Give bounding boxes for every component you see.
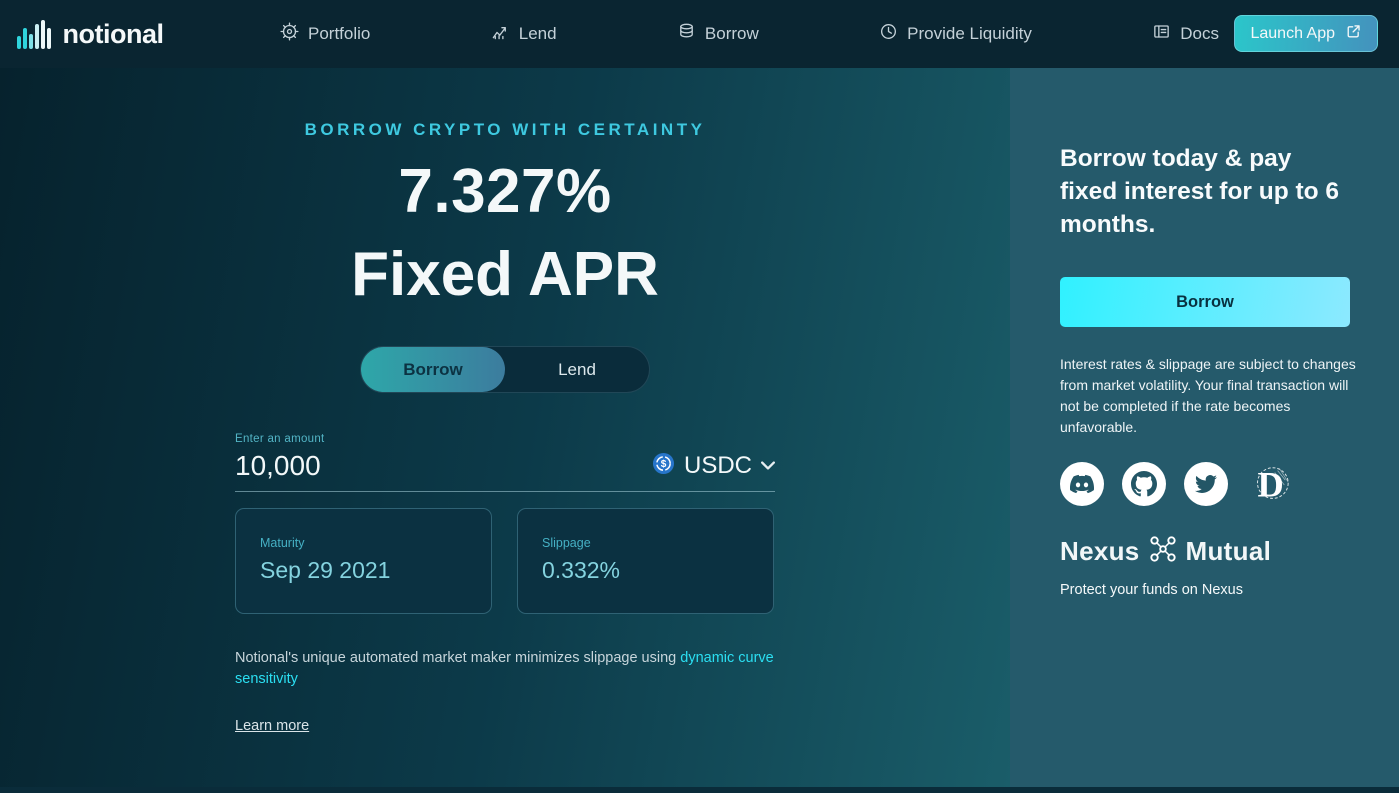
currency-name: USDC — [683, 452, 752, 479]
coin-stack-icon — [677, 22, 696, 46]
nexus-mutual-logo[interactable]: Nexus Mutual — [1060, 533, 1350, 570]
cta-sidebar: Borrow today & pay fixed interest for up… — [1010, 68, 1399, 793]
nav-item-label: Provide Liquidity — [907, 24, 1032, 43]
amount-input[interactable] — [235, 450, 535, 482]
detail-cards: Maturity Sep 29 2021 Slippage 0.332% — [235, 508, 775, 614]
mutual-word: Mutual — [1185, 536, 1272, 566]
toggle-option-lend[interactable]: Lend — [558, 359, 596, 379]
clock-icon — [879, 22, 898, 46]
input-underline — [235, 491, 775, 492]
hero-content: BORROW CRYPTO WITH CERTAINTY 7.327% Fixe… — [235, 120, 775, 735]
nexus-mutual-icon — [1147, 533, 1179, 570]
github-icon[interactable] — [1122, 462, 1166, 506]
bottom-section-edge — [0, 787, 1399, 793]
main-nav: Portfolio Lend Borrow Provide Liquidity — [280, 22, 1219, 46]
svg-text:D: D — [1258, 464, 1284, 504]
social-links: D — [1060, 461, 1350, 507]
trend-chart-icon — [491, 22, 510, 46]
nav-item-docs[interactable]: Docs — [1152, 22, 1219, 46]
slippage-label: Slippage — [542, 536, 591, 550]
usdc-icon: $ — [652, 452, 675, 480]
learn-more-link[interactable]: Learn more — [235, 718, 310, 734]
nav-item-borrow[interactable]: Borrow — [677, 22, 759, 46]
external-link-icon — [1345, 23, 1362, 45]
svg-text:$: $ — [661, 459, 667, 470]
hero-rate-caption: Fixed APR — [351, 240, 659, 309]
nexus-caption: Protect your funds on Nexus — [1060, 582, 1243, 598]
nexus-word: Nexus — [1060, 536, 1140, 566]
defiant-d-icon[interactable]: D — [1246, 461, 1292, 507]
slippage-card: Slippage 0.332% — [517, 508, 774, 614]
notional-logo-icon — [17, 19, 51, 49]
launch-app-label: Launch App — [1250, 24, 1335, 42]
nav-item-lend[interactable]: Lend — [491, 22, 557, 46]
slippage-value: 0.332% — [542, 557, 621, 583]
borrow-lend-toggle: Borrow Lend — [360, 346, 650, 393]
sidebar-heading: Borrow today & pay fixed interest for up… — [1060, 145, 1340, 238]
nav-item-provide-liquidity[interactable]: Provide Liquidity — [879, 22, 1032, 46]
sidebar-disclaimer: Interest rates & slippage are subject to… — [1060, 356, 1356, 435]
nav-item-label: Lend — [518, 24, 557, 43]
nav-item-label: Borrow — [704, 24, 759, 43]
maturity-label: Maturity — [260, 536, 305, 550]
launch-app-button[interactable]: Launch App — [1234, 15, 1378, 52]
borrow-cta-button[interactable]: Borrow — [1060, 277, 1350, 327]
toggle-option-borrow[interactable]: Borrow — [361, 347, 505, 392]
twitter-icon[interactable] — [1184, 462, 1228, 506]
amount-row: $ USDC — [235, 450, 775, 482]
hero-eyebrow: BORROW CRYPTO WITH CERTAINTY — [304, 120, 706, 139]
hero-rate-value: 7.327% — [398, 157, 612, 226]
top-navbar: notional Portfolio Lend Borrow — [0, 0, 1399, 68]
brand-logo[interactable]: notional — [17, 18, 164, 50]
document-icon — [1152, 22, 1171, 46]
dynamic-curve-link[interactable]: dynamic curve sensitivity — [235, 650, 774, 687]
portfolio-icon — [280, 22, 299, 46]
nav-item-label: Docs — [1180, 24, 1219, 43]
nav-item-label: Portfolio — [308, 24, 371, 43]
hero-description: Notional's unique automated market maker… — [235, 648, 775, 690]
nav-item-portfolio[interactable]: Portfolio — [280, 22, 370, 46]
discord-icon[interactable] — [1060, 462, 1104, 506]
description-text: Notional's unique automated market maker… — [235, 650, 681, 666]
brand-name: notional — [62, 18, 164, 49]
maturity-card: Maturity Sep 29 2021 — [235, 508, 492, 614]
currency-selector[interactable]: $ USDC — [652, 452, 775, 480]
chevron-down-icon — [761, 457, 775, 475]
hero-section: BORROW CRYPTO WITH CERTAINTY 7.327% Fixe… — [0, 68, 1010, 793]
amount-field-label: Enter an amount — [235, 433, 325, 445]
maturity-value: Sep 29 2021 — [260, 557, 391, 583]
